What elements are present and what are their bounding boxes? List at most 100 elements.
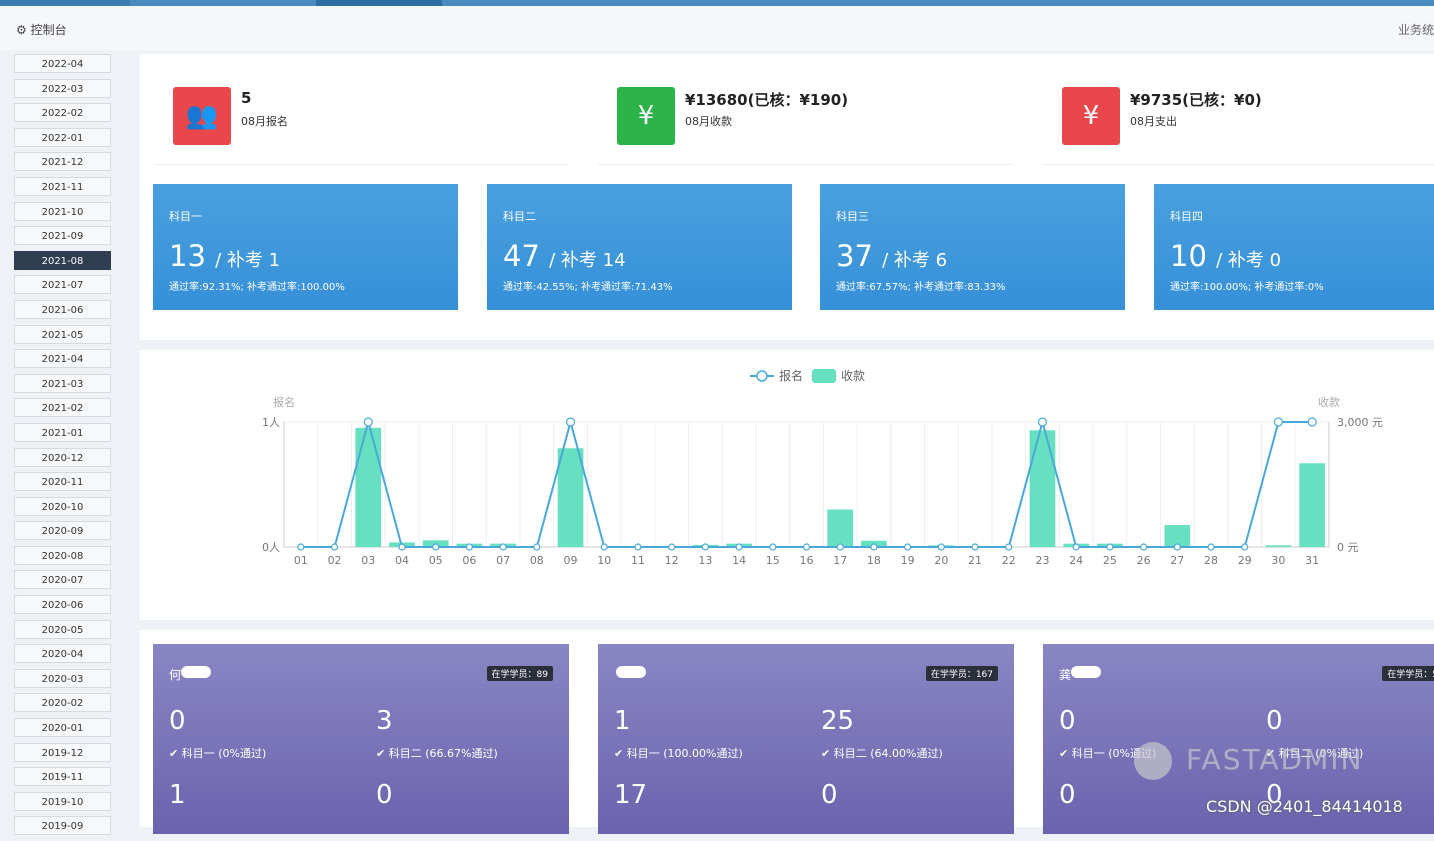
point-12 — [668, 543, 676, 551]
month-item[interactable]: 2021-02 — [14, 398, 111, 418]
breadcrumb: ⚙ 控制台 — [16, 21, 67, 38]
coach-stat-number: 17 — [614, 780, 648, 810]
month-item[interactable]: 2020-11 — [14, 472, 111, 492]
subject-count-line: 13 / 补考 1 — [169, 239, 280, 273]
legend-label: 报名 — [779, 368, 803, 383]
month-item[interactable]: 2019-12 — [14, 742, 111, 762]
month-item[interactable]: 2020-02 — [14, 693, 111, 713]
nav-tab[interactable] — [0, 0, 130, 6]
coach-stat-number: 0 — [169, 706, 186, 736]
x-tick-label: 27 — [1170, 554, 1184, 567]
month-item[interactable]: 2022-01 — [14, 127, 111, 147]
point-23 — [1037, 417, 1048, 427]
subject-pass-rate: 通过率:100.00%; 补考通过率:0% — [1170, 282, 1324, 293]
month-item[interactable]: 2020-08 — [14, 545, 111, 565]
month-item[interactable]: 2020-04 — [14, 644, 111, 664]
x-tick-label: 02 — [328, 554, 342, 567]
credit-text: CSDN @2401_84414018 — [1206, 797, 1403, 816]
stat-value: ¥9735(已核：¥0) — [1130, 91, 1262, 109]
month-item[interactable]: 2019-10 — [14, 791, 111, 811]
coach-card[interactable]: 何 在学学员：89 0 ✔ 科目一 (0%通过) 3 ✔ 科目二 (66.67%通过) 1 0 — [153, 644, 569, 834]
subject-card[interactable]: 科目一 13 / 补考 1 通过率:92.31%; 补考通过率:100.00% — [153, 184, 458, 310]
subject-card[interactable]: 科目二 47 / 补考 14 通过率:42.55%; 补考通过率:71.43% — [487, 184, 792, 310]
subject-card[interactable]: 科目三 37 / 补考 6 通过率:67.57%; 补考通过率:83.33% — [820, 184, 1125, 310]
subject-title: 科目一 — [169, 210, 202, 223]
subject-card[interactable]: 科目四 10 / 补考 0 通过率:100.00%; 补考通过率:0% — [1154, 184, 1434, 310]
month-item[interactable]: 2021-03 — [14, 373, 111, 393]
point-13 — [701, 543, 709, 551]
coach-card[interactable]: 龚 在学学员：5 0 ✔ 科目一 (0%通过) 0 ✔ 科目二 (0%通过) 0 0 — [1043, 644, 1434, 834]
month-item[interactable]: 2020-05 — [14, 619, 111, 639]
x-tick-label: 11 — [631, 554, 645, 567]
x-tick-label: 24 — [1069, 554, 1083, 567]
month-item[interactable]: 2020-09 — [14, 521, 111, 541]
month-item[interactable]: 2019-09 — [14, 816, 111, 836]
month-item[interactable]: 2021-01 — [14, 422, 111, 442]
nav-tab-active[interactable] — [316, 0, 442, 6]
month-item[interactable]: 2020-01 — [14, 718, 111, 738]
x-tick-label: 08 — [530, 554, 544, 567]
point-04 — [398, 543, 406, 551]
subject-title: 科目二 — [503, 210, 536, 223]
month-item[interactable]: 2021-06 — [14, 299, 111, 319]
point-27 — [1173, 543, 1181, 551]
stat-value: 5 — [241, 89, 252, 107]
left-tick-label: 1人 — [262, 416, 280, 429]
x-tick-label: 06 — [462, 554, 476, 567]
month-item[interactable]: 2021-12 — [14, 152, 111, 172]
student-count-badge: 在学学员：5 — [1382, 666, 1434, 681]
coach-card[interactable]: 在学学员：167 1 ✔ 科目一 (100.00%通过) 25 ✔ 科目二 (64.00… — [598, 644, 1014, 834]
coach-stat-number: 1 — [169, 780, 186, 810]
bar-03 — [355, 427, 382, 547]
month-item[interactable]: 2019-11 — [14, 767, 111, 787]
month-item[interactable]: 2022-03 — [14, 78, 111, 98]
month-item[interactable]: 2020-06 — [14, 595, 111, 615]
x-tick-label: 31 — [1305, 554, 1319, 567]
month-item[interactable]: 2021-07 — [14, 275, 111, 295]
header-right-label[interactable]: 业务统 — [1397, 23, 1434, 37]
month-item[interactable]: 2021-08 — [14, 250, 111, 270]
x-tick-label: 16 — [800, 554, 814, 567]
point-08 — [533, 543, 541, 551]
subject-title: 科目四 — [1170, 210, 1203, 223]
point-19 — [904, 543, 912, 551]
bar-23 — [1029, 430, 1056, 547]
point-09 — [565, 417, 576, 427]
dashboard-icon: ⚙ — [16, 23, 27, 37]
left-tick-label: 0人 — [262, 541, 280, 554]
coach-stat-caption: ✔ 科目一 (0%通过) — [1059, 747, 1157, 760]
month-item[interactable]: 2020-12 — [14, 447, 111, 467]
point-21 — [971, 543, 979, 551]
x-tick-label: 25 — [1103, 554, 1117, 567]
month-item[interactable]: 2021-10 — [14, 201, 111, 221]
redacted-name — [1071, 666, 1101, 678]
month-item[interactable]: 2020-10 — [14, 496, 111, 516]
month-item[interactable]: 2022-04 — [14, 54, 111, 73]
stat-label: 08月报名 — [241, 115, 288, 128]
x-tick-label: 15 — [766, 554, 780, 567]
x-tick-label: 14 — [732, 554, 746, 567]
month-item[interactable]: 2021-05 — [14, 324, 111, 344]
point-20 — [937, 543, 945, 551]
month-item[interactable]: 2022-02 — [14, 103, 111, 123]
x-tick-label: 23 — [1035, 554, 1049, 567]
coach-stat-number: 0 — [821, 780, 838, 810]
stat-card: 👥 5 08月报名 — [173, 87, 553, 147]
x-tick-label: 05 — [429, 554, 443, 567]
bar-30 — [1265, 545, 1292, 547]
subject-retake: / 补考 14 — [549, 250, 626, 271]
subject-pass-rate: 通过率:92.31%; 补考通过率:100.00% — [169, 282, 345, 293]
x-tick-label: 09 — [564, 554, 578, 567]
month-item[interactable]: 2020-07 — [14, 570, 111, 590]
point-10 — [600, 543, 608, 551]
point-05 — [432, 543, 440, 551]
student-count-badge: 在学学员：167 — [925, 666, 998, 681]
left-axis-name: 报名 — [273, 395, 295, 409]
month-item[interactable]: 2020-03 — [14, 668, 111, 688]
x-tick-label: 28 — [1204, 554, 1218, 567]
bar-09 — [557, 448, 584, 547]
month-item[interactable]: 2021-11 — [14, 176, 111, 196]
month-item[interactable]: 2021-09 — [14, 226, 111, 246]
month-item[interactable]: 2021-04 — [14, 349, 111, 369]
yen-icon: ¥ — [1062, 87, 1120, 145]
